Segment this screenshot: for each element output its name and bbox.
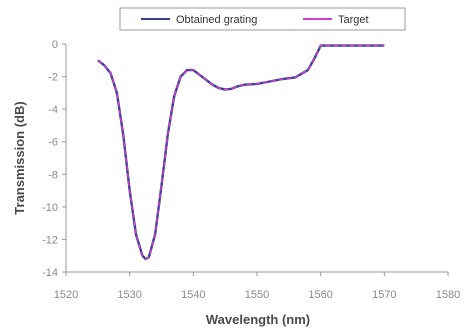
x-axis-title: Wavelength (nm) [206,312,310,327]
legend-label-target: Target [338,14,369,26]
plot-area [97,44,385,261]
y-tick-label: -12 [42,234,58,246]
x-tick-label: 1530 [117,289,141,301]
y-axis-title: Transmission (dB) [12,101,27,214]
y-tick-label: 0 [52,39,58,51]
y-tick-label: -10 [42,202,58,214]
y-tick-label: -2 [48,72,58,84]
x-tick-label: 1560 [308,289,332,301]
x-tick-label: 1520 [54,289,78,301]
y-tick-label: -14 [42,267,58,279]
chart-legend: Obtained grating Target [119,7,406,31]
x-tick-label: 1550 [245,289,269,301]
series-line-obtained-grating [97,44,385,261]
chart-axes: 0 -2 -4 -6 -8 -10 -12 -14 1520 1530 1540 1550 1560 15… [42,39,460,301]
series-line-target [97,44,385,260]
legend-label-obtained-grating: Obtained grating [176,14,257,26]
y-tick-label: -6 [48,137,58,149]
x-tick-label: 1570 [372,289,396,301]
y-tick-label: -4 [48,104,58,116]
x-tick-label: 1540 [181,289,205,301]
legend-box [119,7,406,31]
y-tick-label: -8 [48,169,58,181]
x-tick-label: 1580 [436,289,460,301]
